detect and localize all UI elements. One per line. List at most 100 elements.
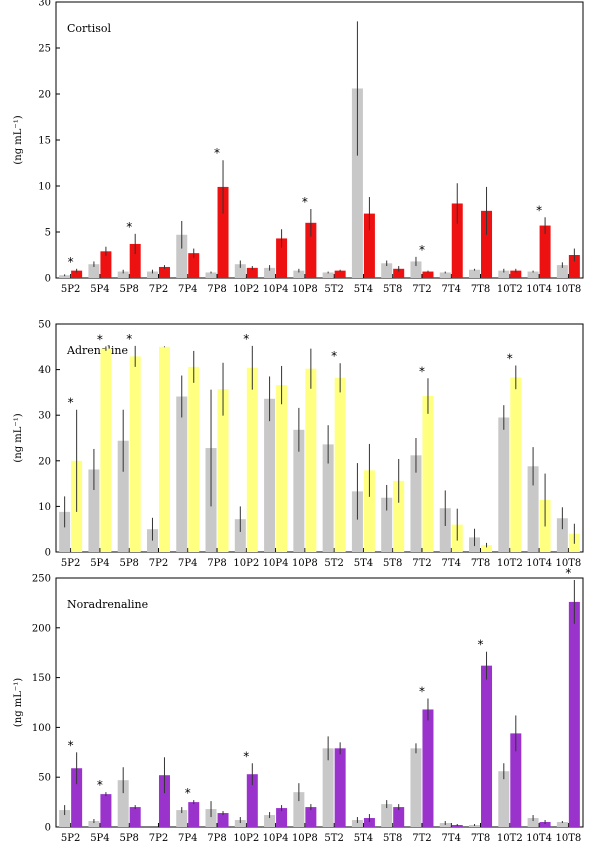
panel-2-bar-10T2-s2	[510, 377, 522, 552]
panel-3-bar-5T2-s1	[322, 748, 334, 827]
panel-3-x-tick-label-7T4: 7T4	[442, 833, 461, 843]
panel-2-x-tick-label-10P4: 10P4	[263, 558, 289, 569]
panel-3-y-tick-label: 100	[32, 723, 51, 734]
panel-2-x-tick-label-10T8: 10T8	[555, 558, 581, 569]
panel-1-bar-5T2-s2	[334, 270, 346, 278]
panel-1-bar-7P2-s2	[158, 266, 170, 278]
panel-1-significance-star-10P8: *	[302, 195, 308, 209]
panel-1-x-tick-label-5T8: 5T8	[383, 284, 402, 295]
panel-3-x-tick-label-5P8: 5P8	[119, 833, 138, 843]
panel-3-bar-7T8-s2	[481, 665, 493, 827]
panel-2-x-tick-label-7P4: 7P4	[178, 558, 197, 569]
panel-3-x-tick-label-10T4: 10T4	[526, 833, 552, 843]
panel-3-x-tick-label-5T2: 5T2	[324, 833, 343, 843]
panel-1-bar-5T2-s1	[322, 272, 334, 278]
panel-1-x-tick-label-5T4: 5T4	[354, 284, 373, 295]
panel-2-significance-star-5P8: *	[126, 332, 132, 346]
panel-1-x-tick-label-10P2: 10P2	[233, 284, 259, 295]
panel-1-x-tick-label-7P4: 7P4	[178, 284, 197, 295]
panel-3-bar-5T4-s2	[363, 818, 375, 827]
panel-1-bar-7P8-s1	[205, 272, 217, 278]
panel-3-significance-star-10P2: *	[243, 749, 249, 763]
panel-2-x-tick-label-5T4: 5T4	[354, 558, 373, 569]
panel-1-bar-5P2-s1	[59, 275, 71, 278]
panel-2-bar-5T2-s2	[334, 377, 346, 552]
panel-1-x-tick-label-7P8: 7P8	[207, 284, 226, 295]
panel-2-bar-5P8-s1	[117, 440, 129, 552]
panel-1-y-tick-label: 30	[38, 0, 51, 9]
panel-1-bar-5T4-s2	[363, 213, 375, 278]
panel-3-bar-5P4-s1	[88, 821, 100, 827]
panel-2-bar-10P2-s1	[234, 519, 246, 552]
panel-1-y-axis-label: (ng mL⁻¹)	[13, 115, 24, 164]
panel-1-x-tick-label-5T2: 5T2	[324, 284, 343, 295]
panel-3-x-tick-label-10P8: 10P8	[292, 833, 318, 843]
panel-1-bar-10T8-s1	[556, 265, 568, 278]
panel-1-bar-7T2-s1	[410, 261, 422, 278]
panel-3-y-axis-label: (ng mL⁻¹)	[13, 678, 24, 727]
panel-1-bar-5P2-s2	[71, 270, 83, 278]
panel-1-y-tick-label: 0	[45, 274, 51, 285]
panel-3-bar-10P2-s1	[234, 820, 246, 827]
panel-2-y-tick-label: 40	[38, 365, 51, 376]
panel-1-bar-7P4-s1	[176, 234, 188, 278]
panel-3-y-tick-label: 0	[45, 823, 51, 834]
panel-1-significance-star-5P8: *	[126, 220, 132, 234]
panel-1-y-tick-label: 10	[38, 182, 51, 193]
panel-1-bar-10T2-s2	[510, 270, 522, 278]
panel-1-bar-10P4-s1	[264, 267, 276, 278]
panel-1-bar-5T8-s2	[393, 268, 405, 278]
panel-2-bar-10P4-s2	[276, 385, 288, 552]
panel-2-significance-star-10P2: *	[243, 332, 249, 346]
panel-1-y-tick-label: 25	[38, 44, 51, 55]
panel-3-significance-star-10T8: *	[565, 566, 571, 580]
panel-2-x-tick-label-5P8: 5P8	[119, 558, 138, 569]
panel-3-bar-10P4-s1	[264, 815, 276, 827]
panel-2-x-tick-label-5P4: 5P4	[90, 558, 109, 569]
panel-1-y-tick-label: 20	[38, 90, 51, 101]
panel-3-x-tick-label-5T8: 5T8	[383, 833, 402, 843]
panel-3-significance-star-5P2: *	[68, 738, 74, 752]
panel-2-bar-7P8-s2	[217, 389, 229, 552]
panel-3-bar-5P2-s1	[59, 810, 71, 827]
panel-2-bar-10T2-s1	[498, 417, 510, 552]
panel-2-bar-5T4-s2	[363, 470, 375, 552]
panel-1-bar-5P8-s2	[129, 243, 141, 278]
panel-2-bar-5P2-s1	[59, 511, 71, 552]
panel-1-bar-7T8-s1	[469, 269, 481, 278]
panel-3-frame	[55, 577, 584, 828]
panel-3-x-tick-label-7P4: 7P4	[178, 833, 197, 843]
panel-3-bar-7P4-s2	[188, 802, 200, 827]
panel-1-bar-7P4-s2	[188, 253, 200, 278]
panel-3-significance-star-7P4: *	[185, 786, 191, 800]
panel-3-bar-7T2-s1	[410, 748, 422, 827]
panel-2-x-tick-label-10P2: 10P2	[233, 558, 259, 569]
panel-2-x-tick-label-10P8: 10P8	[292, 558, 318, 569]
panel-2-frame	[55, 323, 584, 553]
panel-3-x-tick-label-10P2: 10P2	[233, 833, 259, 843]
panel-1-x-tick-label-5P8: 5P8	[119, 284, 138, 295]
panel-2-y-tick-label: 30	[38, 411, 51, 422]
panel-3-x-tick-label-7P2: 7P2	[149, 833, 168, 843]
panel-1-bar-7T8-s2	[481, 210, 493, 278]
panel-3-x-tick-label-5P4: 5P4	[90, 833, 109, 843]
panel-1-x-tick-label-5P4: 5P4	[90, 284, 109, 295]
panel-1-x-tick-label-7T8: 7T8	[471, 284, 490, 295]
panel-1-x-tick-label-7T2: 7T2	[412, 284, 431, 295]
panel-3-bar-10T4-s1	[527, 818, 539, 827]
panel-2-title: Adrenaline	[66, 344, 128, 357]
panel-2-bar-5T8-s2	[393, 480, 405, 552]
panel-3-y-tick-label: 150	[32, 673, 51, 684]
panel-2-y-tick-label: 0	[45, 548, 51, 559]
panel-2-x-tick-label-10T4: 10T4	[526, 558, 552, 569]
panel-2-bar-7T2-s2	[422, 396, 434, 552]
panel-2-significance-star-5P4: *	[97, 332, 103, 346]
panel-1-y-tick-label: 15	[38, 136, 51, 147]
panel-1-bar-10P8-s2	[305, 222, 317, 278]
panel-3-bar-5P2-s2	[71, 768, 83, 827]
panel-3-bar-7P8-s1	[205, 809, 217, 827]
panel-2-y-axis-label: (ng mL⁻¹)	[13, 413, 24, 462]
panel-2-x-tick-label-5T8: 5T8	[383, 558, 402, 569]
panel-2-bar-10P8-s1	[293, 429, 305, 552]
panel-2-bar-10P2-s2	[246, 367, 258, 552]
